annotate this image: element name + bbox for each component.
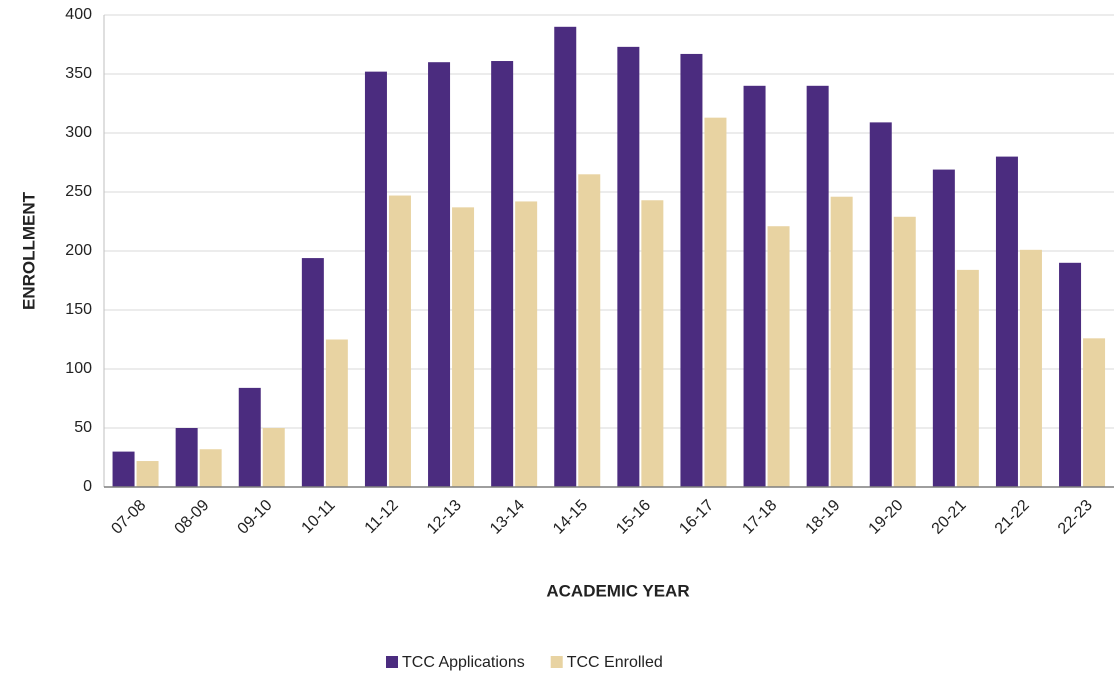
- x-tick-label: 12-13: [424, 497, 465, 538]
- y-axis-title: ENROLLMENT: [19, 191, 38, 310]
- x-tick-label: 10-11: [299, 497, 339, 537]
- y-tick-label: 250: [65, 183, 92, 200]
- bar: [452, 207, 475, 487]
- y-tick-label: 300: [65, 124, 92, 141]
- y-tick-label: 150: [65, 301, 92, 318]
- bar: [428, 62, 451, 487]
- bar: [578, 174, 601, 488]
- bar: [262, 428, 285, 487]
- bar: [199, 449, 222, 487]
- x-tick-label: 08-09: [172, 497, 213, 538]
- bar: [112, 451, 135, 487]
- bar: [830, 196, 853, 487]
- y-tick-label: 200: [65, 242, 92, 259]
- bar: [364, 71, 387, 487]
- x-tick-label: 15-16: [613, 497, 654, 538]
- x-tick-label: 16-17: [676, 497, 717, 538]
- bar: [1059, 262, 1082, 487]
- y-tick-label: 50: [74, 419, 92, 436]
- bar: [743, 85, 766, 488]
- bar: [995, 156, 1018, 487]
- bar: [301, 258, 324, 487]
- legend-swatch: [550, 656, 563, 668]
- x-tick-label: 21-22: [992, 497, 1033, 538]
- legend-swatch: [386, 656, 398, 668]
- bar: [175, 428, 198, 487]
- legend-label: TCC Enrolled: [567, 654, 663, 671]
- x-tick-label: 09-10: [235, 497, 276, 538]
- bar: [806, 85, 829, 488]
- bar: [1019, 249, 1042, 487]
- bar: [893, 216, 916, 487]
- bar: [325, 339, 348, 487]
- y-tick-label: 400: [65, 6, 92, 23]
- x-tick-label: 14-15: [550, 497, 591, 538]
- bar: [641, 200, 664, 487]
- bar: [388, 195, 411, 488]
- x-tick-label: 07-08: [108, 497, 149, 538]
- bar: [617, 46, 640, 488]
- y-tick-label: 0: [83, 478, 92, 495]
- y-tick-label: 350: [65, 65, 92, 82]
- bar: [491, 61, 514, 488]
- x-tick-label: 13-14: [487, 497, 528, 538]
- bar: [932, 169, 955, 487]
- bar: [869, 122, 892, 487]
- x-tick-label: 17-18: [739, 497, 780, 538]
- bar: [680, 53, 703, 487]
- x-tick-label: 19-20: [866, 497, 907, 538]
- bar: [554, 26, 577, 488]
- bar: [1083, 338, 1106, 487]
- x-tick-label: 22-23: [1055, 497, 1096, 538]
- bar: [956, 269, 979, 487]
- bar: [515, 201, 538, 487]
- legend-label: TCC Applications: [402, 654, 525, 671]
- x-axis-title: ACADEMIC YEAR: [546, 581, 689, 600]
- y-tick-label: 100: [65, 360, 92, 377]
- x-tick-label: 18-19: [803, 497, 844, 538]
- x-tick-label: 20-21: [929, 497, 970, 538]
- bar: [767, 226, 790, 487]
- bar: [704, 117, 727, 487]
- bar: [238, 387, 261, 487]
- x-tick-label: 11-12: [362, 497, 402, 537]
- bar: [136, 461, 159, 487]
